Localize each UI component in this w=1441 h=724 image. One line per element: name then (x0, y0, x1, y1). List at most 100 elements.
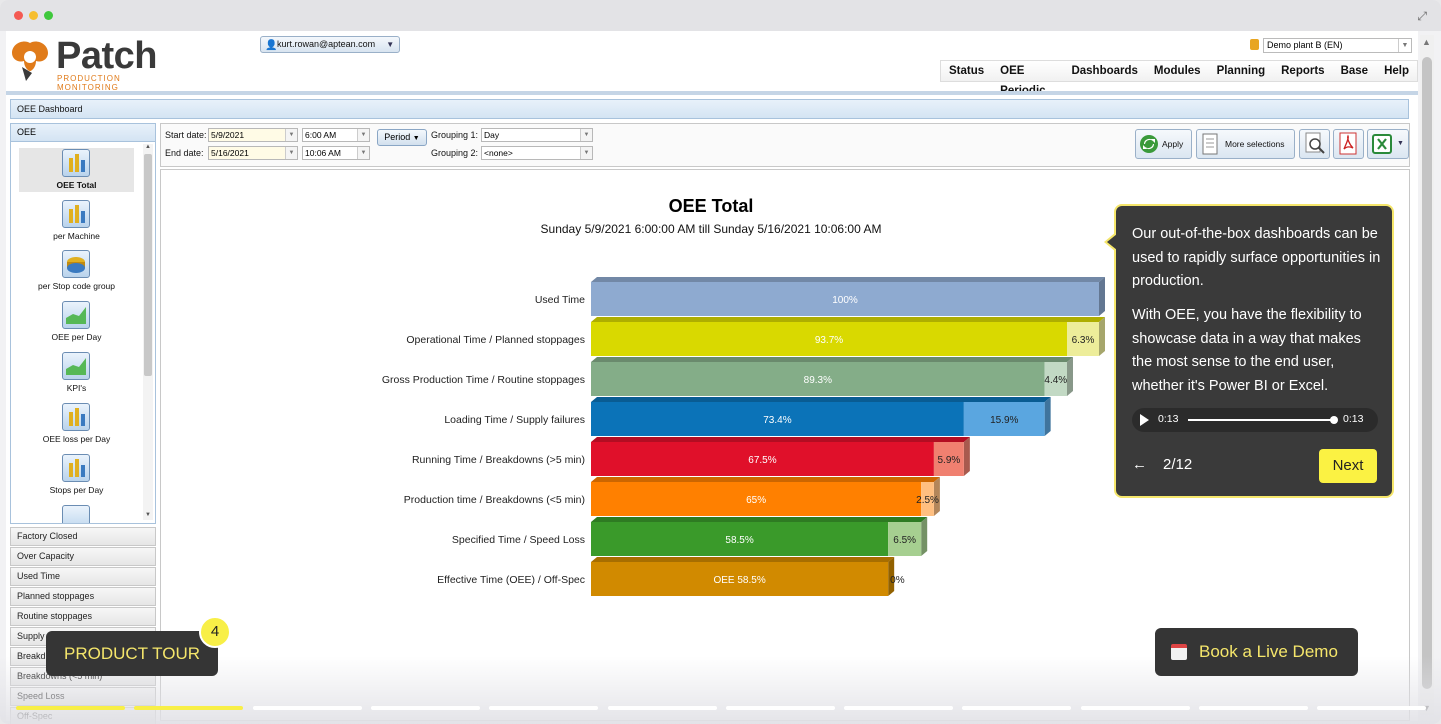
tour-progress-segment[interactable] (489, 706, 599, 710)
tour-progress-segment[interactable] (134, 706, 244, 710)
sidebar-item-oee-per-day[interactable]: OEE per Day (19, 300, 134, 344)
grouping1-value: Day (484, 130, 500, 140)
category-label: Loading Time / Supply failures (444, 414, 585, 426)
more-selections-label: More selections (1225, 139, 1285, 149)
menu-planning[interactable]: Planning (1216, 65, 1266, 77)
sidebar-item-per-stop-code-group[interactable]: per Stop code group (19, 249, 134, 293)
grouping1-select[interactable]: Day ▼ (481, 128, 593, 142)
apply-button[interactable]: Apply (1135, 129, 1192, 159)
end-date-label: End date: (165, 148, 204, 158)
print-preview-button[interactable] (1299, 129, 1330, 159)
filter-bar: Start date: 5/9/2021 ▼ 6:00 AM ▼ End dat… (160, 123, 1410, 167)
tour-progress-segment[interactable] (962, 706, 1072, 710)
product-tour-button[interactable]: PRODUCT TOUR (46, 631, 218, 676)
menu-reports[interactable]: Reports (1281, 65, 1325, 77)
play-icon[interactable] (1140, 414, 1149, 426)
section-planned-stoppages[interactable]: Planned stoppages (10, 587, 156, 606)
start-date-input[interactable]: 5/9/2021 ▼ (208, 128, 298, 142)
next-button[interactable]: Next (1319, 449, 1377, 483)
oee-waterfall-chart: Used Time 100% Operational Time / Planned … (382, 277, 1105, 596)
tab-oee-dashboard[interactable]: OEE Dashboard (10, 99, 1409, 119)
plant-select[interactable]: Demo plant B (EN) ▼ (1263, 38, 1412, 53)
section-over-capacity[interactable]: Over Capacity (10, 547, 156, 566)
end-time-value: 10:06 AM (305, 148, 341, 158)
export-excel-button[interactable]: ▼ (1367, 129, 1409, 159)
bar-value (591, 562, 889, 596)
section-used-time[interactable]: Used Time (10, 567, 156, 586)
end-date-input[interactable]: 5/16/2021 ▼ (208, 146, 298, 160)
section-speed-loss[interactable]: Speed Loss (10, 687, 156, 706)
more-selections-button[interactable]: More selections (1196, 129, 1295, 159)
page-scrollbar[interactable]: ▲ ▼ (1420, 35, 1434, 715)
bar-value (591, 482, 922, 516)
menu-dashboards[interactable]: Dashboards (1071, 65, 1138, 77)
grouping2-select[interactable]: <none> ▼ (481, 146, 593, 160)
section-factory-closed[interactable]: Factory Closed (10, 527, 156, 546)
section-routine-stoppages[interactable]: Routine stoppages (10, 607, 156, 626)
lock-icon (1250, 39, 1259, 50)
start-time-input[interactable]: 6:00 AM ▼ (302, 128, 370, 142)
page-scrollbar-thumb[interactable] (1422, 57, 1432, 689)
pie-chart-icon (62, 250, 90, 278)
chart-subtitle: Sunday 5/9/2021 6:00:00 AM till Sunday 5… (540, 222, 882, 236)
scrollbar-thumb[interactable] (144, 154, 152, 376)
menu-modules[interactable]: Modules (1153, 65, 1201, 77)
loss-label: 0% (890, 575, 905, 586)
category-label: Operational Time / Planned stoppages (406, 334, 585, 346)
book-demo-button[interactable]: Book a Live Demo (1155, 628, 1358, 676)
close-window-button[interactable] (14, 11, 23, 20)
tour-progress-segment[interactable] (725, 706, 835, 710)
tour-text-2: With OEE, you have the flexibility to sh… (1132, 307, 1362, 394)
oee-panel-header[interactable]: OEE (10, 123, 156, 142)
tour-progress-segment[interactable] (1317, 706, 1427, 710)
chevron-down-icon: ▼ (1398, 39, 1411, 52)
bar-side (1099, 277, 1105, 316)
export-pdf-button[interactable] (1333, 129, 1364, 159)
bar-chart-icon (62, 200, 90, 228)
maximize-window-button[interactable] (44, 11, 53, 20)
tour-progress-segment[interactable] (607, 706, 717, 710)
sidebar-item-kpis[interactable]: KPI's (19, 351, 134, 395)
menu-status[interactable]: Status (949, 65, 985, 77)
scroll-up-icon[interactable]: ▲ (145, 144, 151, 150)
grouping1-label: Grouping 1: (431, 130, 479, 140)
menu-base[interactable]: Base (1340, 65, 1369, 77)
back-arrow-icon[interactable]: ← (1132, 456, 1147, 473)
bar-value (591, 402, 964, 436)
tour-progress-segment[interactable] (1199, 706, 1308, 710)
bar-loss (963, 402, 1045, 436)
period-button[interactable]: Period ▼ (377, 129, 427, 146)
sidebar-item-stops-per-day[interactable]: Stops per Day (19, 453, 134, 497)
audio-total-time: 0:13 (1343, 413, 1364, 425)
expand-icon[interactable]: ⤢ (1417, 9, 1427, 23)
end-time-input[interactable]: 10:06 AM ▼ (302, 146, 370, 160)
tour-progress-segment[interactable] (844, 706, 954, 710)
sidebar-item-partial[interactable] (19, 504, 134, 523)
user-menu-button[interactable]: 👤 kurt.rowan@aptean.com ▼ (260, 36, 401, 53)
audio-player: 0:13 0:13 (1132, 408, 1378, 432)
scroll-up-icon[interactable]: ▲ (1422, 37, 1431, 47)
audio-progress-knob[interactable] (1330, 416, 1338, 424)
sidebar-item-per-machine[interactable]: per Machine (19, 199, 134, 243)
sidebar-item-oee-total[interactable]: OEE Total (19, 148, 134, 192)
menu-oee-periodic[interactable]: OEE Periodic (1000, 65, 1045, 97)
menu-help[interactable]: Help (1384, 65, 1409, 77)
tour-progress-segment[interactable] (370, 706, 480, 710)
plant-selector[interactable]: Demo plant B (EN) ▼ (1250, 38, 1412, 53)
loss-label: 6.3% (1072, 335, 1095, 346)
bar-value (591, 282, 1099, 316)
sidebar-item-oee-loss-per-day[interactable]: OEE loss per Day (19, 402, 134, 446)
tour-progress-segment[interactable] (252, 706, 362, 710)
document-icon (1202, 133, 1218, 155)
refresh-icon (1140, 135, 1158, 153)
tour-progress-segment[interactable] (16, 706, 125, 710)
bar-top (591, 437, 970, 442)
plant-value: Demo plant B (EN) (1267, 40, 1343, 50)
audio-progress-track[interactable] (1188, 419, 1334, 421)
minimize-window-button[interactable] (29, 11, 38, 20)
sidebar-item-label: Stops per Day (49, 485, 104, 495)
category-label: Production time / Breakdowns (<5 min) (404, 494, 585, 506)
sidebar-scrollbar[interactable]: ▲ ▼ (143, 144, 153, 520)
tour-progress-segment[interactable] (1080, 706, 1190, 710)
scroll-down-icon[interactable]: ▼ (145, 512, 151, 518)
